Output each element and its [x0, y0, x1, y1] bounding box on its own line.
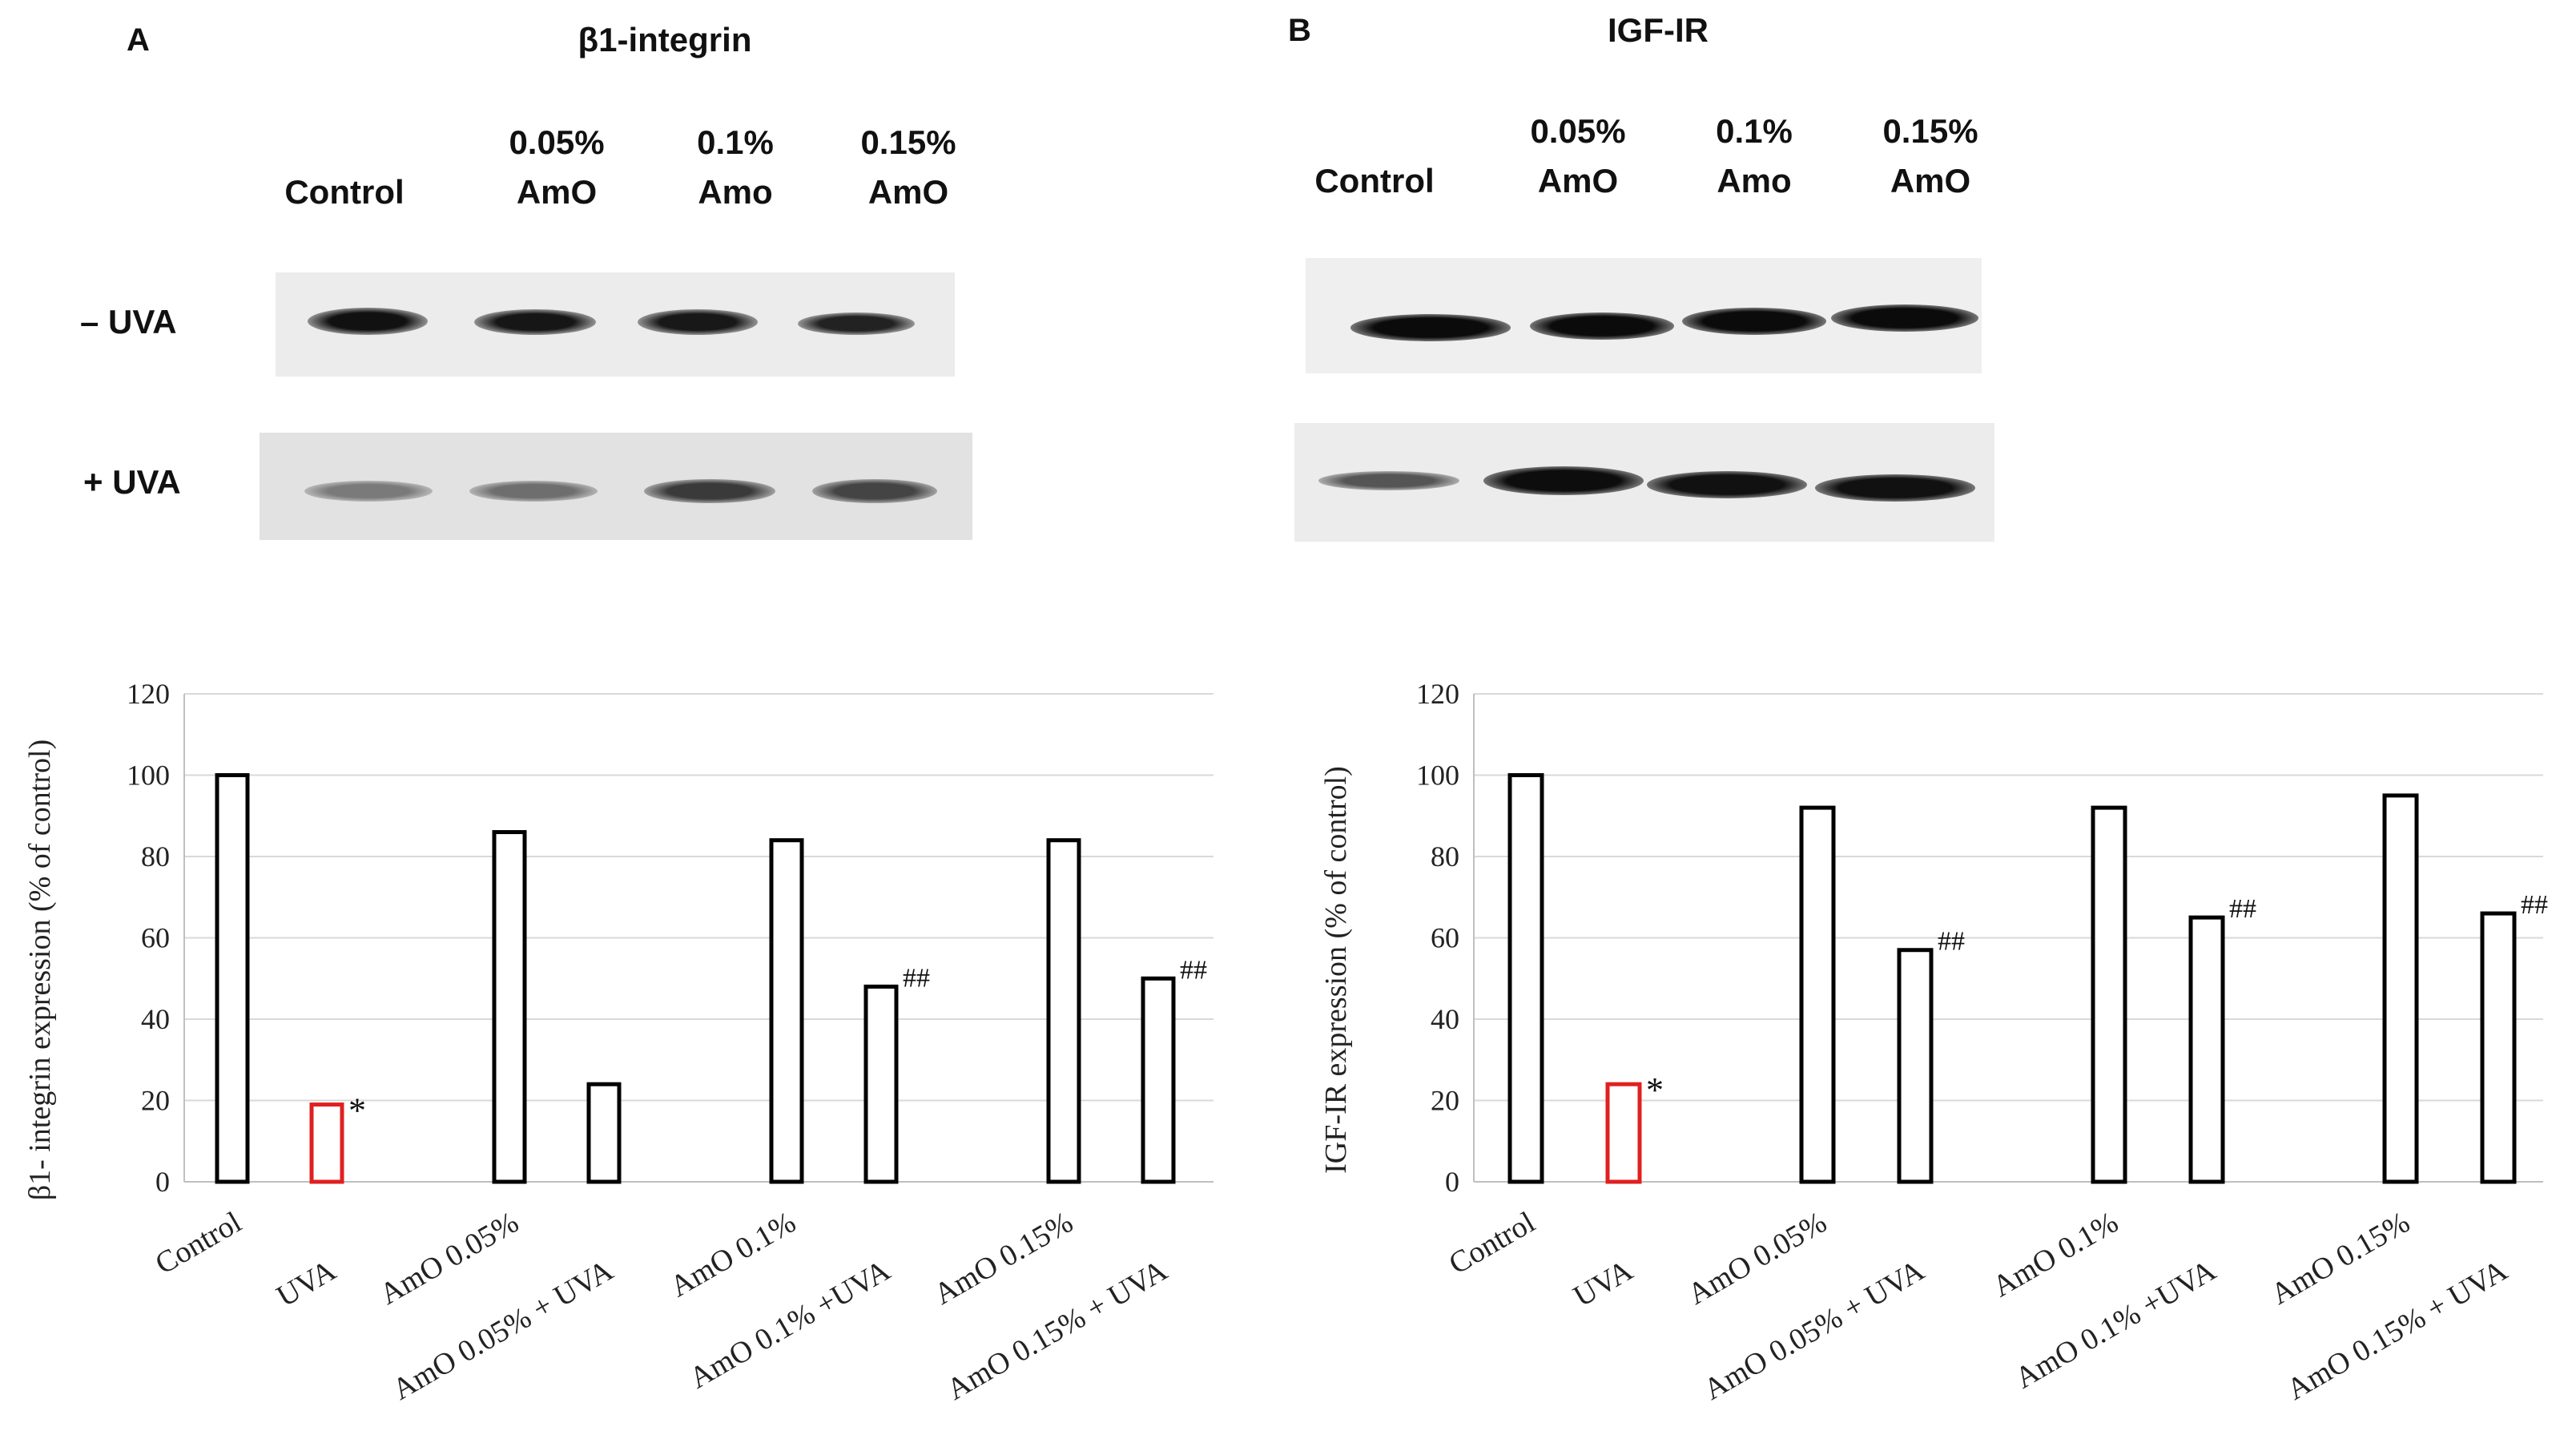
bar: [863, 984, 899, 1184]
panel-b-lane-3-line1: 0.1%: [1716, 112, 1793, 150]
bar: [2091, 805, 2127, 1184]
panel-a-lane-3-line1: 0.1%: [697, 123, 774, 161]
panel-b-lane-4-line2: AmO: [1890, 162, 1971, 200]
x-tick-label: Control: [150, 1205, 248, 1280]
blot-band: [1815, 474, 1975, 502]
bar-annotation: *: [348, 1091, 366, 1131]
x-tick-label: AmO 0.15%: [2265, 1205, 2415, 1311]
bar: [2188, 915, 2225, 1184]
bar: [492, 830, 527, 1184]
y-tick-label: 0: [155, 1166, 170, 1198]
panel-b-lane-2-line1: 0.05%: [1530, 112, 1626, 150]
panel-a-blot-minus-uva: [276, 272, 955, 377]
blot-band: [1318, 471, 1459, 490]
bar-annotation: *: [1646, 1070, 1664, 1110]
panel-b-lane-4-line1: 0.15%: [1882, 112, 1978, 150]
panel-a-lane-4-line2: AmO: [867, 173, 949, 211]
bar: [1897, 948, 1934, 1184]
blot-band: [304, 481, 433, 502]
y-tick-label: 120: [1416, 678, 1459, 710]
blot-band: [638, 309, 758, 335]
panel-b-blot-title: IGF-IR: [1608, 11, 1709, 49]
bar: [769, 838, 804, 1184]
panel-a-blot-plus-uva: [260, 433, 972, 540]
bar: [1507, 773, 1544, 1184]
x-tick-label: AmO 0.1%: [1987, 1205, 2124, 1304]
y-tick-label: 60: [1431, 922, 1459, 954]
y-tick-label: 80: [1431, 840, 1459, 873]
bar: [1799, 805, 1836, 1184]
bar: [309, 1102, 344, 1184]
panel-a-row-minus-uva: – UVA: [80, 303, 177, 341]
panel-b-blot-minus-uva: [1306, 258, 1982, 373]
y-tick-label: 20: [141, 1085, 170, 1117]
y-tick-label: 100: [127, 760, 170, 792]
blot-band: [1647, 471, 1807, 498]
blot-band: [1483, 466, 1644, 495]
blot-band: [474, 309, 596, 335]
panel-a-row-plus-uva: + UVA: [83, 463, 181, 501]
y-tick-label: 60: [141, 922, 170, 954]
x-tick-label: Control: [1443, 1205, 1541, 1280]
blot-band: [469, 481, 598, 502]
bar-annotation: ##: [1938, 927, 1965, 957]
panel-b-blot-plus-uva: [1294, 423, 1994, 542]
blot-band: [798, 312, 915, 335]
y-axis-title: β1- integrin expression (% of control): [23, 740, 57, 1200]
panel-a-lane-4-line1: 0.15%: [860, 123, 956, 161]
bar: [1046, 838, 1081, 1184]
x-tick-label: AmO 0.05%: [374, 1205, 524, 1311]
blot-band: [308, 308, 428, 335]
panel-a-lane-3-line2: Amo: [698, 173, 773, 211]
blot-band: [1682, 308, 1826, 335]
panel-a-lane-2-line1: 0.05%: [509, 123, 605, 161]
y-tick-label: 120: [127, 678, 170, 710]
panel-b-letter: B: [1288, 13, 1311, 48]
bar: [2382, 793, 2419, 1184]
bar: [2480, 911, 2517, 1184]
blot-band: [1350, 314, 1511, 341]
x-tick-label: AmO 0.15%: [928, 1205, 1078, 1311]
y-tick-label: 0: [1445, 1166, 1459, 1198]
blot-band: [812, 479, 937, 503]
panel-a-lane-2-line2: AmO: [516, 173, 598, 211]
panel-a-blot-title: β1-integrin: [578, 21, 752, 58]
panel-b-lane-1-line2: Control: [1314, 162, 1435, 200]
bar: [586, 1082, 622, 1184]
x-tick-label: AmO 0.1%: [665, 1205, 802, 1304]
bar-annotation: ##: [1180, 955, 1207, 985]
x-tick-label: UVA: [271, 1253, 342, 1313]
bar-annotation: ##: [903, 963, 930, 993]
x-tick-label: AmO 0.05%: [1682, 1205, 1832, 1311]
blot-band: [1530, 312, 1674, 340]
bar: [1141, 976, 1176, 1184]
bar: [1605, 1082, 1642, 1184]
y-axis-title: IGF-IR expression (% of control): [1319, 766, 1353, 1174]
y-tick-label: 40: [141, 1003, 170, 1035]
y-tick-label: 80: [141, 840, 170, 873]
panel-b-lane-2-line2: AmO: [1537, 162, 1619, 200]
y-tick-label: 20: [1431, 1085, 1459, 1117]
x-tick-label: UVA: [1568, 1253, 1639, 1313]
blot-band: [644, 479, 775, 503]
bar-annotation: ##: [2229, 894, 2256, 924]
bar-annotation: ##: [2521, 890, 2548, 920]
y-tick-label: 40: [1431, 1003, 1459, 1035]
blot-band: [1831, 304, 1978, 332]
y-tick-label: 100: [1416, 760, 1459, 792]
panel-a-lane-1-line2: Control: [284, 173, 405, 211]
panel-a-letter: A: [127, 22, 150, 58]
bar: [215, 773, 250, 1184]
panel-b-lane-3-line2: Amo: [1717, 162, 1792, 200]
